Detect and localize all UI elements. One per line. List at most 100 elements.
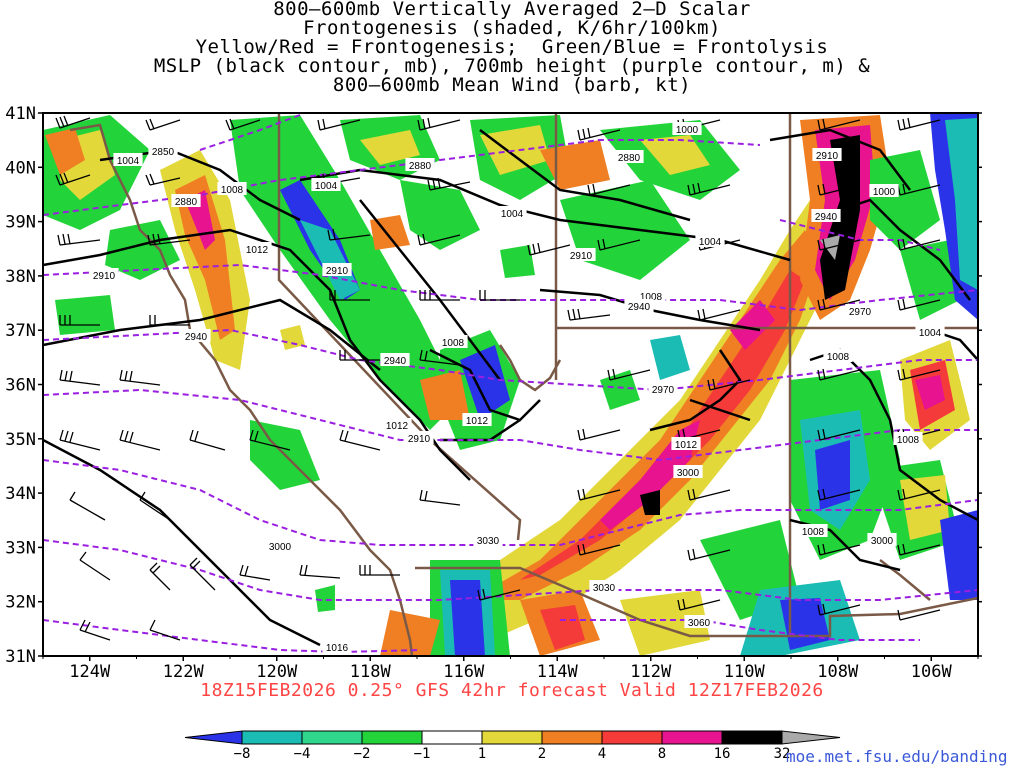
- mslp-label: 1000: [672, 122, 702, 136]
- mslp-label: 1012: [671, 437, 701, 451]
- svg-text:1008: 1008: [802, 527, 825, 538]
- mslp-label: 1004: [113, 153, 143, 167]
- colorbar-tick-label: 32: [774, 746, 791, 762]
- svg-text:2910: 2910: [326, 266, 349, 277]
- svg-text:1008: 1008: [897, 435, 920, 446]
- title-line-3: Yellow/Red = Frontogenesis; Green/Blue =…: [195, 36, 829, 58]
- title-line-4: MSLP (black contour, mb), 700mb height (…: [153, 55, 871, 77]
- svg-text:2910: 2910: [570, 251, 593, 262]
- height-label: 2850: [148, 144, 178, 158]
- svg-text:1000: 1000: [676, 125, 699, 136]
- svg-text:2940: 2940: [815, 212, 838, 223]
- forecast-subtitle: 18Z15FEB2026 0.25° GFS 42hr forecast Val…: [200, 680, 824, 701]
- svg-text:3060: 3060: [688, 618, 711, 629]
- svg-text:1004: 1004: [699, 237, 722, 248]
- svg-text:3030: 3030: [593, 583, 616, 594]
- lon-label: 114W: [537, 662, 579, 682]
- colorbar-tick-label: −1: [414, 746, 431, 762]
- height-label: 2880: [614, 150, 644, 164]
- height-label: 2940: [811, 209, 841, 223]
- lon-label: 116W: [443, 662, 485, 682]
- colorbar-box: [361, 730, 423, 745]
- colorbar-tick-label: 8: [658, 746, 666, 762]
- lat-label: 36N: [5, 376, 36, 396]
- lat-label: 31N: [5, 647, 36, 667]
- mslp-label: 1008: [893, 432, 923, 446]
- svg-text:2940: 2940: [628, 302, 651, 313]
- colorbar-tick-label: −4: [294, 746, 311, 762]
- height-label: 2940: [380, 353, 410, 367]
- svg-text:1000: 1000: [873, 187, 896, 198]
- colorbar: −8 −4 −2 −1 1 2 4 8 16 32: [184, 730, 841, 762]
- mslp-label: 1012: [462, 413, 492, 427]
- svg-text:2880: 2880: [175, 197, 198, 208]
- colorbar-tick-label: −2: [354, 746, 371, 762]
- lon-label: 118W: [350, 662, 392, 682]
- svg-text:2970: 2970: [652, 385, 675, 396]
- svg-text:1008: 1008: [640, 292, 663, 303]
- svg-text:1008: 1008: [221, 185, 244, 196]
- height-label: 2940: [181, 329, 211, 343]
- svg-text:2910: 2910: [816, 151, 839, 162]
- colorbar-left-arrow: [184, 730, 243, 745]
- lat-label: 34N: [5, 484, 36, 504]
- colorbar-right-arrow: [781, 730, 841, 745]
- colorbar-tick-label: 1: [478, 746, 486, 762]
- lon-axis: 124W 122W 120W 118W 116W 114W 112W 110W 108W 106W: [42, 656, 979, 682]
- colorbar-tick-label: 2: [538, 746, 546, 762]
- lat-label: 38N: [5, 267, 36, 287]
- height-label: 2970: [648, 382, 678, 396]
- lat-label: 41N: [5, 104, 36, 124]
- map-title: 800–600mb Vertically Averaged 2–D Scalar…: [0, 0, 1024, 95]
- svg-text:2850: 2850: [152, 147, 175, 158]
- title-line-1: 800–600mb Vertically Averaged 2–D Scalar: [273, 0, 751, 20]
- svg-text:3000: 3000: [269, 542, 292, 553]
- svg-text:2940: 2940: [185, 332, 208, 343]
- lat-axis: 41N 40N 39N 38N 37N 36N 35N 34N 33N 32N 31N: [5, 104, 982, 667]
- height-label: 2880: [405, 158, 435, 172]
- mslp-label: 1008: [798, 524, 828, 538]
- svg-text:3000: 3000: [871, 536, 894, 547]
- svg-text:2910: 2910: [408, 434, 431, 445]
- svg-text:1008: 1008: [442, 338, 465, 349]
- svg-text:2910: 2910: [93, 271, 116, 282]
- colorbar-tick-label: −8: [234, 746, 251, 762]
- height-label: 2910: [89, 268, 119, 282]
- height-label: 3000: [867, 533, 897, 547]
- height-label: 2880: [171, 194, 201, 208]
- svg-text:1012: 1012: [246, 245, 269, 256]
- mslp-label: 1004: [695, 234, 725, 248]
- colorbar-box: [241, 730, 303, 745]
- svg-text:1012: 1012: [386, 421, 409, 432]
- mslp-label: 1004: [311, 178, 341, 192]
- credit-url[interactable]: moe.met.fsu.edu/banding: [786, 747, 1008, 766]
- mslp-label: 1008: [438, 335, 468, 349]
- mslp-label: 1012: [382, 418, 412, 432]
- svg-text:1016: 1016: [326, 643, 349, 654]
- lon-label: 120W: [256, 662, 298, 682]
- mslp-label: 1008: [217, 182, 247, 196]
- lat-label: 37N: [5, 321, 36, 341]
- colorbar-box: [421, 730, 483, 745]
- colorbar-box: [601, 730, 663, 745]
- colorbar-box: [661, 730, 723, 745]
- mslp-label: 1004: [915, 325, 945, 339]
- lon-label: 106W: [911, 662, 953, 682]
- mslp-label: 1004: [497, 206, 527, 220]
- svg-text:2880: 2880: [618, 153, 641, 164]
- lat-label: 35N: [5, 430, 36, 450]
- mslp-label: 1000: [869, 184, 899, 198]
- svg-text:3030: 3030: [477, 536, 500, 547]
- contour-labels: 1004 1008 1012 1004 1004 1008 1008 1012 1000 1004…: [89, 122, 945, 654]
- colorbar-box: [481, 730, 543, 745]
- svg-text:1004: 1004: [919, 328, 942, 339]
- lon-label: 112W: [630, 662, 672, 682]
- height-label: 3030: [473, 533, 503, 547]
- svg-text:1012: 1012: [675, 440, 698, 451]
- frontogenesis-shading: [43, 113, 978, 656]
- mslp-label: 1016: [322, 640, 352, 654]
- height-label: 3030: [589, 580, 619, 594]
- height-label: 3000: [673, 465, 703, 479]
- svg-text:1012: 1012: [466, 416, 489, 427]
